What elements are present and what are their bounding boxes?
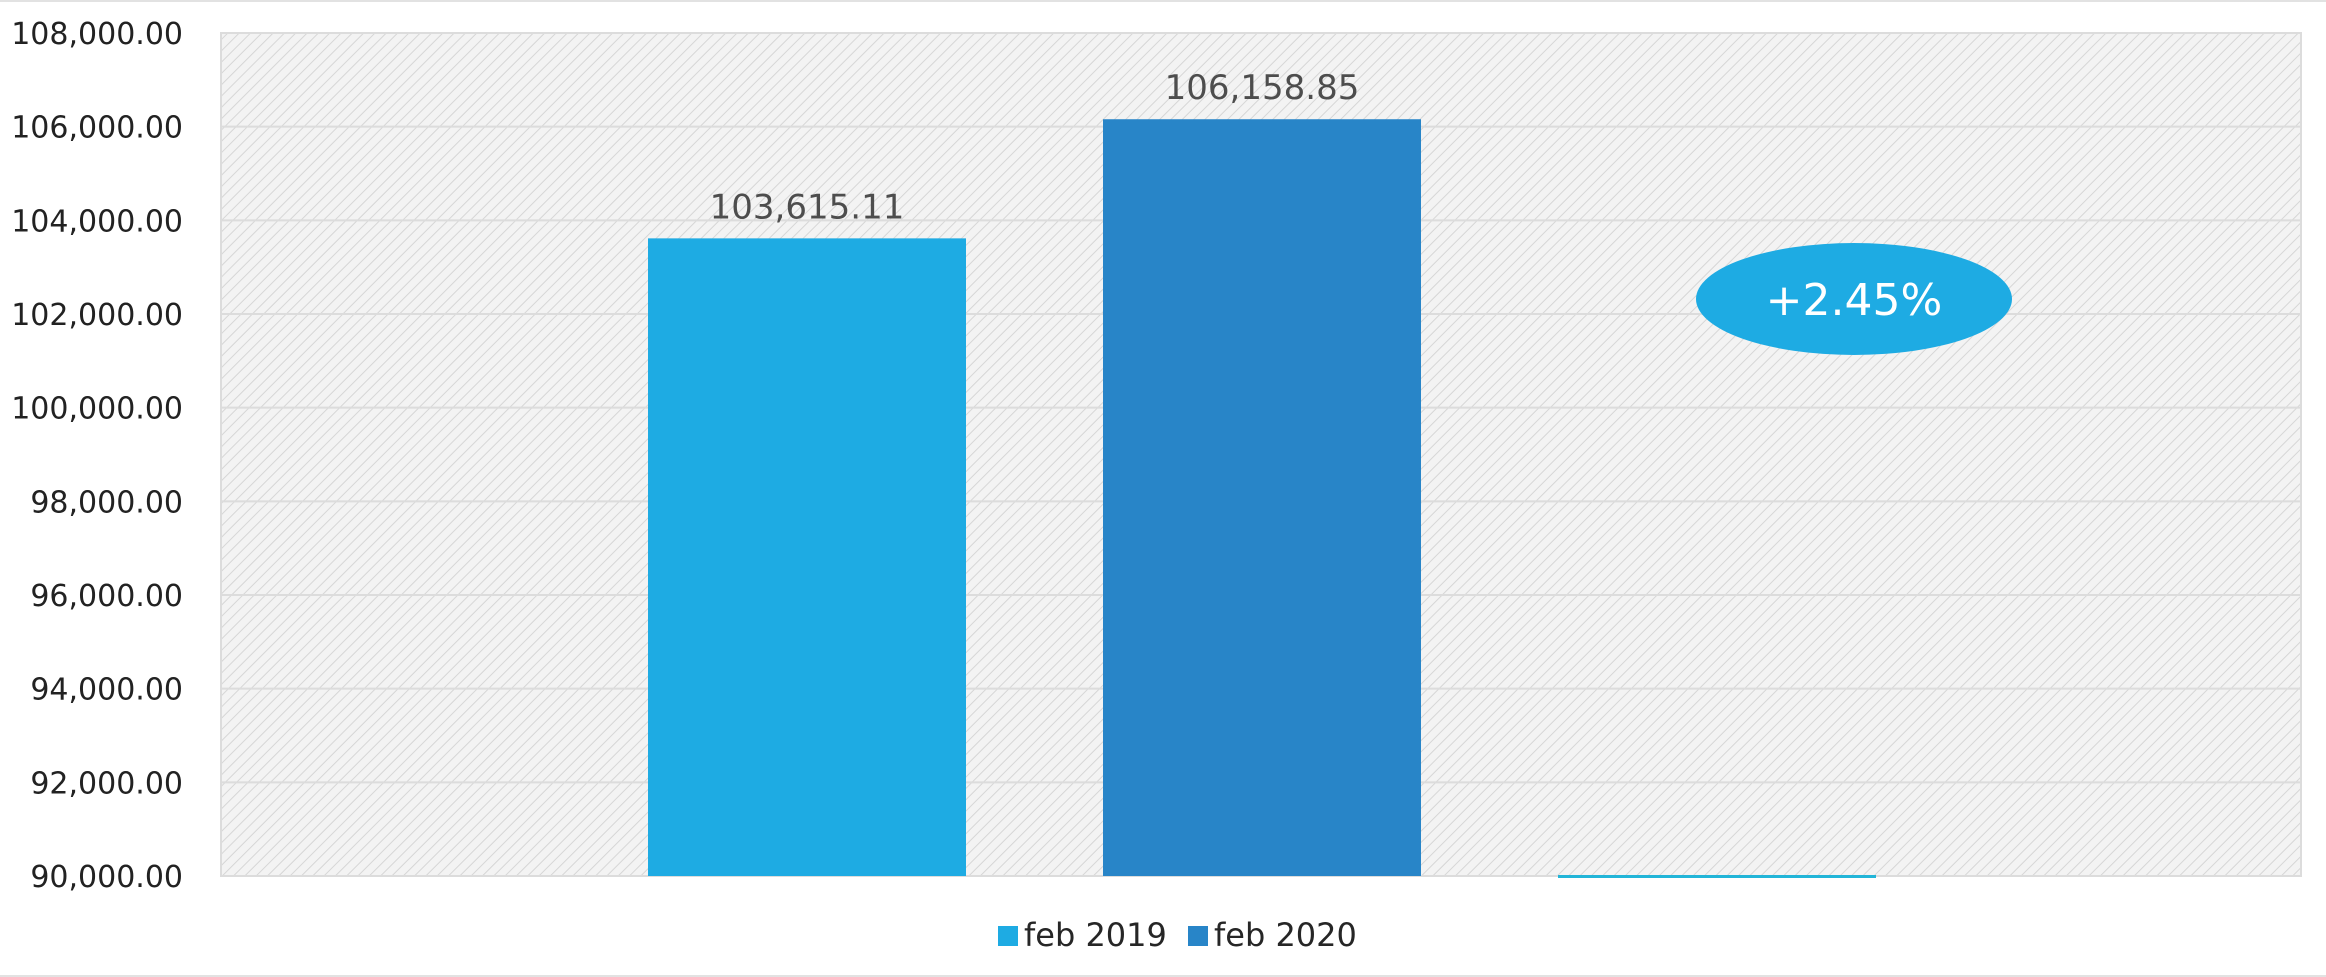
legend: feb 2019 feb 2020 — [998, 916, 1357, 954]
y-tick-label: 92,000.00 — [30, 766, 183, 801]
y-axis-ticks: 90,000.00 92,000.00 94,000.00 96,000.00 98,0… — [11, 17, 183, 895]
y-tick-label: 108,000.00 — [11, 17, 183, 52]
data-labels: 103,615.11 106,158.85 — [710, 68, 1360, 227]
legend-swatch-feb-2020 — [1188, 926, 1208, 946]
legend-label-feb-2019: feb 2019 — [1024, 916, 1167, 954]
bar-feb-2020 — [1103, 119, 1421, 877]
y-tick-label: 94,000.00 — [30, 673, 183, 708]
data-label: 103,615.11 — [710, 187, 905, 227]
change-badge-ellipse — [1696, 243, 2012, 355]
bar-feb-2019 — [648, 238, 966, 876]
legend-label-feb-2020: feb 2020 — [1214, 916, 1357, 954]
change-badge-text: +2.45% — [1766, 275, 1943, 326]
y-tick-label: 100,000.00 — [11, 392, 183, 427]
legend-swatch-feb-2019 — [998, 926, 1018, 946]
y-tick-label: 106,000.00 — [11, 111, 183, 146]
y-tick-label: 98,000.00 — [30, 485, 183, 520]
change-badge: +2.45% — [1696, 243, 2012, 355]
bars — [648, 119, 1876, 878]
bar-series-3 — [1558, 875, 1876, 878]
y-tick-label: 104,000.00 — [11, 204, 183, 239]
y-tick-label: 102,000.00 — [11, 298, 183, 333]
data-label: 106,158.85 — [1165, 68, 1360, 108]
y-tick-label: 90,000.00 — [30, 860, 183, 895]
y-tick-label: 96,000.00 — [30, 579, 183, 614]
